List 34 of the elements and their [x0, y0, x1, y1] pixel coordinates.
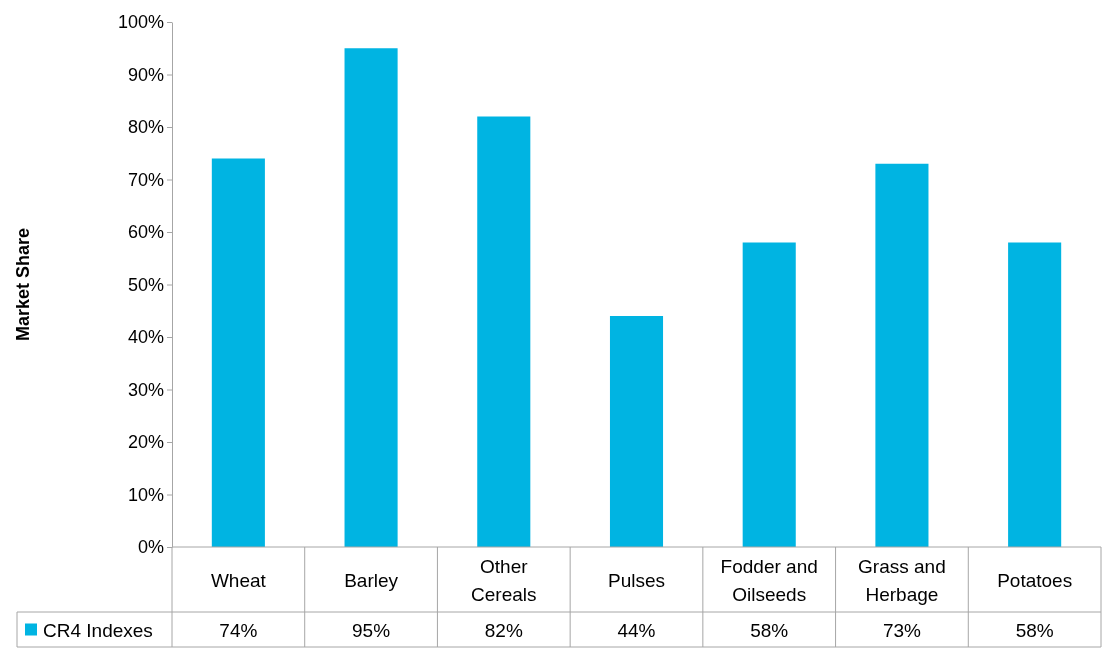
y-tick-label: 40%: [127, 327, 164, 348]
y-tick-label: 30%: [127, 379, 164, 400]
data-label: 82%: [484, 619, 523, 641]
x-tick-label: Barley: [344, 569, 399, 591]
y-tick-label: 50%: [127, 274, 164, 295]
bar: [742, 242, 796, 547]
x-tick-label: Potatoes: [997, 569, 1073, 591]
legend-label: CR4 Indexes: [43, 619, 153, 641]
bar: [1008, 242, 1062, 547]
x-tick-label: Grass and Herbage: [858, 555, 946, 605]
bar: [211, 158, 265, 547]
data-label: 58%: [1015, 619, 1054, 641]
y-tick-label: 100%: [117, 12, 164, 33]
bar: [477, 116, 531, 547]
y-tick-label: 0%: [137, 537, 164, 558]
y-tick-label: 10%: [127, 484, 164, 505]
data-label: 73%: [882, 619, 922, 641]
y-tick-label: 70%: [127, 169, 164, 190]
x-tick-label: Wheat: [210, 569, 267, 591]
bar: [875, 163, 929, 547]
bar: [609, 316, 664, 547]
x-tick-label: Pulses: [607, 569, 666, 591]
bar: [344, 48, 398, 547]
data-label: 44%: [617, 619, 656, 641]
x-tick-label: Other Cereals: [471, 555, 537, 605]
y-tick-label: 60%: [127, 222, 164, 243]
y-tick-label: 80%: [127, 117, 164, 138]
data-label: 74%: [219, 619, 258, 641]
data-label: 95%: [352, 619, 391, 641]
y-axis-title: Market Share: [13, 227, 33, 342]
x-tick-label: Fodder and Oilseeds: [720, 555, 818, 605]
data-label: 58%: [750, 619, 789, 641]
y-tick-label: 90%: [127, 64, 164, 85]
y-tick-label: 20%: [127, 432, 164, 453]
